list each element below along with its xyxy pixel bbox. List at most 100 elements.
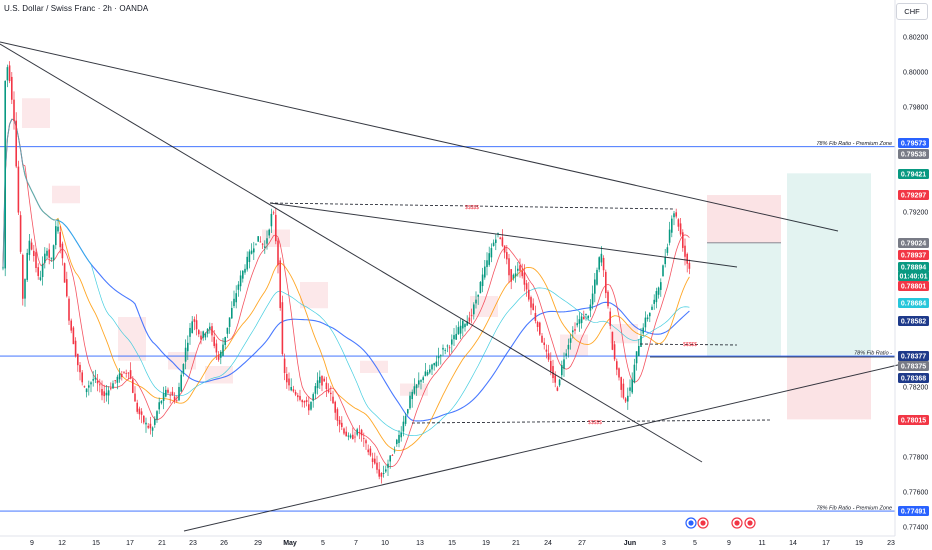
events-layer (685, 517, 756, 529)
candle-body (204, 333, 207, 338)
candle-body (121, 373, 123, 377)
candle-body (517, 268, 519, 271)
cloud-segment (360, 360, 388, 373)
x-tick-label: 24 (544, 540, 552, 547)
candle-body (600, 253, 603, 263)
candle-body (134, 393, 136, 402)
candle-body (508, 258, 510, 276)
candle-body (356, 429, 358, 435)
candle-body (387, 463, 389, 468)
fib-label: 78% Fib Ratio - Premium Zone (817, 141, 893, 147)
candle-body (242, 270, 244, 279)
candle-body (620, 377, 622, 390)
price-tag (898, 351, 929, 361)
candle-body (440, 355, 442, 357)
candle-body (587, 315, 589, 319)
liquidity-layer: $$$$$ $$$$$ $$$$$ (465, 205, 697, 426)
candle-body (519, 265, 521, 271)
candle-body (138, 408, 141, 415)
candle-body (459, 325, 462, 334)
trendlines-layer (0, 41, 929, 532)
candle-body (154, 419, 156, 425)
x-tick-label: 13 (416, 540, 424, 547)
cloud-segment (22, 98, 50, 128)
price-tag-label: 0.78375 (901, 364, 926, 371)
candle-body (107, 390, 110, 396)
candle-body (233, 298, 235, 307)
candle-body (422, 377, 424, 381)
candle-body (66, 279, 68, 297)
candle-body (187, 342, 189, 352)
currency-button[interactable]: CHF (896, 3, 928, 20)
y-tick-label: 0.78200 (903, 385, 928, 392)
candle-body (30, 242, 33, 250)
y-tick-label: 0.80000 (903, 70, 928, 77)
trendline (183, 357, 929, 532)
candle-body (442, 347, 444, 350)
candle-body (145, 422, 147, 425)
candle-body (228, 317, 231, 327)
candle-body (235, 293, 237, 303)
candle-body (178, 387, 180, 401)
candle-body (72, 327, 75, 345)
candle-body (558, 379, 561, 386)
candle-body (453, 335, 455, 340)
x-tick-label: 19 (855, 540, 863, 547)
candle-body (79, 364, 81, 373)
candle-body (312, 394, 314, 401)
candle-body (213, 336, 215, 347)
candle-body (39, 277, 42, 280)
price-tag (898, 373, 929, 383)
candle-body (543, 342, 545, 346)
candle-body (530, 297, 532, 308)
candle-body (206, 328, 209, 334)
price-tag-label: 0.79297 (901, 193, 926, 200)
price-tag (898, 298, 929, 308)
liquidity-label: $$$$$ (465, 205, 479, 211)
candle-body (250, 250, 253, 254)
candle-body (191, 321, 193, 334)
y-tick-label: 0.77800 (903, 455, 928, 462)
candle-body (431, 364, 433, 370)
candle-body (88, 385, 90, 388)
candle-body (127, 372, 130, 374)
candle-body (299, 395, 301, 400)
candle-body (50, 257, 53, 259)
candle-body (682, 232, 684, 248)
candle-body (160, 400, 163, 404)
candle-body (374, 458, 376, 464)
candle-body (222, 344, 224, 356)
candle-body (668, 229, 671, 243)
candle-body (143, 415, 145, 423)
event-flag-icon-dot (688, 520, 694, 526)
candle-body (345, 431, 347, 437)
y-tick-label: 0.80200 (903, 35, 928, 42)
candle-body (8, 65, 11, 82)
candle-body (336, 409, 339, 421)
candle-body (224, 336, 226, 345)
candle-body (371, 458, 374, 462)
candle-body (237, 284, 240, 290)
candle-body (162, 393, 165, 401)
candle-body (292, 389, 295, 392)
candle-body (367, 449, 369, 453)
candle-body (189, 327, 191, 337)
candle-body (492, 242, 495, 246)
candle-body (378, 469, 380, 477)
x-tick-label: 14 (789, 540, 797, 547)
candle-body (532, 303, 534, 310)
candle-body (607, 291, 609, 307)
candle-body (671, 218, 673, 233)
candle-body (477, 294, 479, 297)
candle-body (297, 395, 299, 398)
candle-body (96, 380, 99, 384)
candle-body (415, 384, 418, 389)
candle-body (165, 389, 167, 397)
x-tick-label: 9 (30, 540, 34, 547)
candle-body (591, 293, 594, 305)
candle-body (48, 249, 50, 258)
candle-body (149, 423, 152, 429)
candle-body (226, 327, 229, 334)
candle-body (19, 215, 22, 252)
